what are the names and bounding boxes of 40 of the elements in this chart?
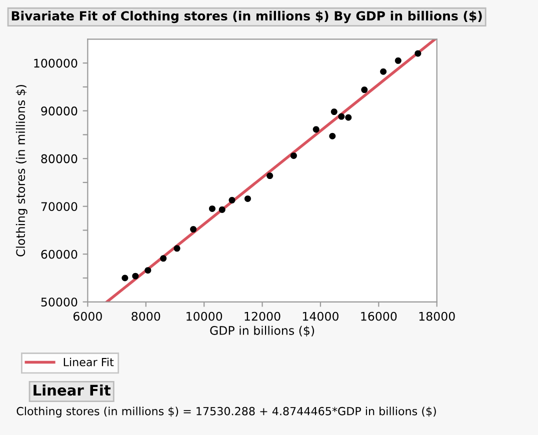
y-tick-label: 60000	[41, 250, 78, 259]
y-tick-label: 70000	[41, 202, 78, 211]
text: Clothing stores (in millions $) = 17530.288 + 4.8744465*GDP in billions ($)	[16, 406, 436, 418]
point	[228, 196, 236, 204]
point	[144, 267, 152, 274]
x-tick-label: 6000	[73, 312, 102, 321]
y-tick-label: 50000	[41, 298, 78, 307]
point	[132, 272, 139, 280]
x-tick-label: 18000	[419, 312, 455, 321]
y-tick-label: 90000	[41, 106, 78, 116]
y-tick-label: 100000	[34, 58, 78, 68]
legend-label: Linear Fit	[64, 358, 114, 366]
point	[414, 50, 422, 57]
x-tick-label: 14000	[302, 312, 338, 321]
y-axis-title: Clothing stores (in millions $)	[16, 84, 28, 256]
point	[394, 57, 402, 64]
point	[338, 113, 345, 120]
point	[345, 114, 352, 121]
point	[329, 132, 336, 140]
point	[208, 205, 216, 212]
point	[312, 126, 320, 133]
x-tick-label: 12000	[244, 312, 280, 321]
x-axis-title: GDP in billions ($)	[210, 326, 314, 337]
point	[266, 172, 274, 180]
text: Linear Fit	[34, 384, 111, 396]
x-tick-label: 16000	[361, 312, 397, 321]
point	[380, 68, 387, 75]
point	[190, 226, 197, 233]
point	[174, 245, 180, 252]
point	[361, 86, 368, 94]
point	[122, 274, 128, 282]
point	[218, 206, 226, 213]
point	[290, 152, 297, 159]
point	[330, 108, 338, 116]
point	[160, 255, 167, 262]
x-tick-label: 8000	[132, 312, 160, 321]
x-tick-label: 10000	[186, 312, 222, 321]
chart-title: Bivariate Fit of Clothing stores (in millions $) By GDP in billions ($)	[12, 10, 482, 24]
y-tick-label: 80000	[41, 154, 78, 164]
point	[244, 195, 251, 202]
